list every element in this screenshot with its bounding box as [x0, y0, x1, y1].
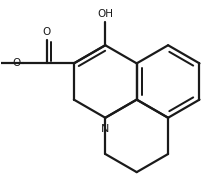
Text: OH: OH: [97, 9, 113, 19]
Text: O: O: [42, 27, 51, 37]
Text: N: N: [101, 124, 110, 134]
Text: O: O: [12, 58, 20, 68]
